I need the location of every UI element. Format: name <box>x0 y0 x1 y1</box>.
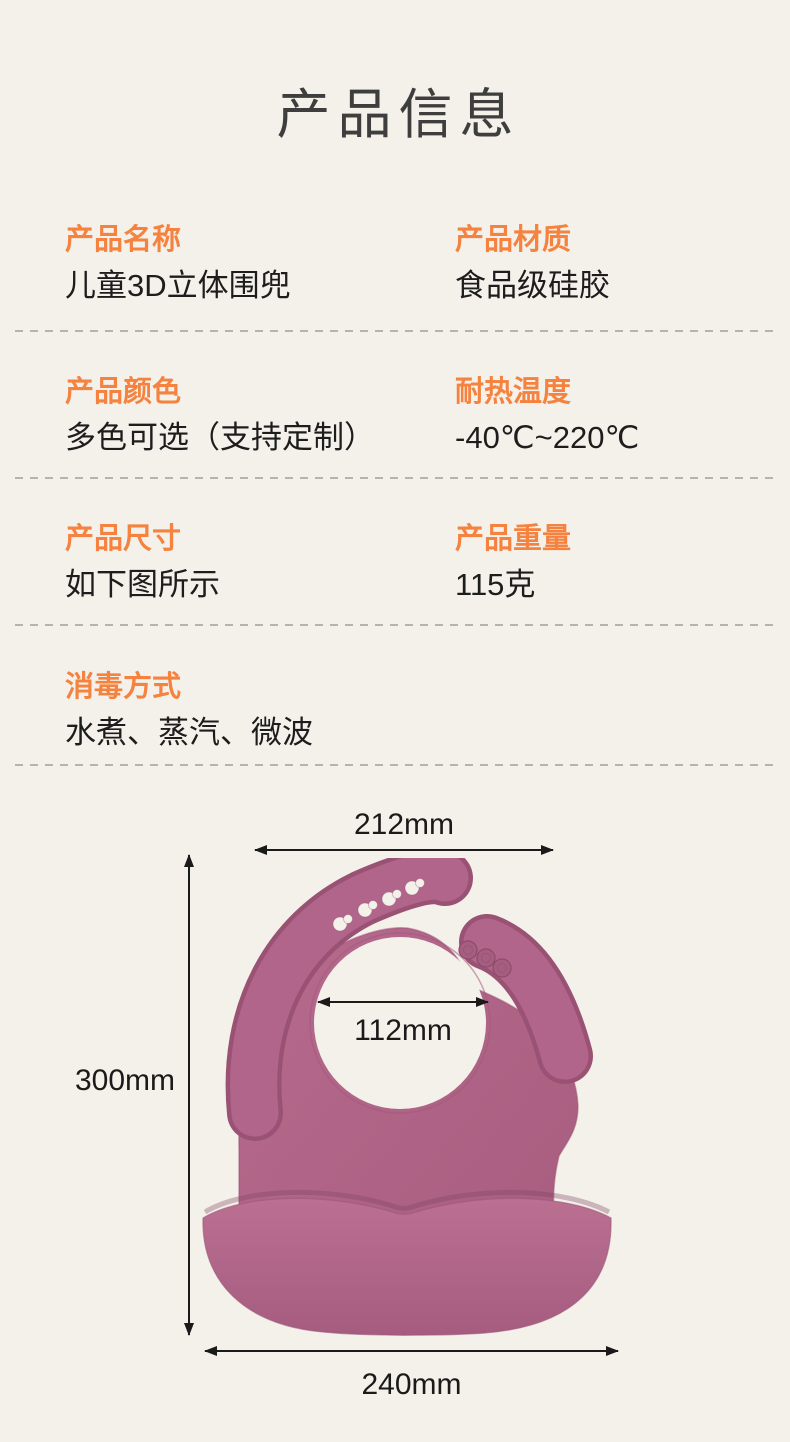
field-value: -40℃~220℃ <box>455 420 640 455</box>
dim-label-neck-width: 112mm <box>354 1014 452 1047</box>
dim-arrow-top-width <box>254 845 554 855</box>
field-value: 水煮、蒸汽、微波 <box>65 715 313 750</box>
dim-arrow-height <box>184 854 194 1336</box>
neck-hole <box>314 937 486 1109</box>
field-product-name: 产品名称 儿童3D立体围兜 <box>65 225 291 303</box>
dim-label-bottom-width: 240mm <box>361 1368 462 1401</box>
field-label: 耐热温度 <box>455 376 572 408</box>
field-label: 产品名称 <box>65 224 182 256</box>
page-title: 产品信息 <box>276 85 521 145</box>
dashed-divider <box>15 624 775 626</box>
dashed-divider <box>15 764 775 766</box>
field-value: 如下图所示 <box>65 567 220 602</box>
dim-arrow-bottom-width <box>204 1346 619 1356</box>
strap-button-holes <box>332 878 425 932</box>
field-sterilization: 消毒方式 水煮、蒸汽、微波 <box>65 672 313 750</box>
field-value: 儿童3D立体围兜 <box>65 268 291 303</box>
bib-pocket <box>202 1197 612 1336</box>
dim-arrow-neck-width <box>317 997 489 1007</box>
field-label: 产品重量 <box>455 523 572 555</box>
field-weight: 产品重量 115克 <box>455 524 571 602</box>
field-label: 产品尺寸 <box>65 523 182 555</box>
field-label: 产品颜色 <box>65 376 182 408</box>
dim-label-top-width: 212mm <box>353 808 455 841</box>
field-label: 消毒方式 <box>65 671 182 703</box>
field-size: 产品尺寸 如下图所示 <box>65 524 220 602</box>
dim-label-height: 300mm <box>74 1064 175 1097</box>
field-value: 食品级硅胶 <box>455 268 610 303</box>
dashed-divider <box>15 477 775 479</box>
dashed-divider <box>15 330 775 332</box>
strap-button-studs <box>458 940 512 978</box>
bib-illustration <box>202 858 612 1336</box>
field-value: 115克 <box>455 567 536 602</box>
field-material: 产品材质 食品级硅胶 <box>455 225 610 303</box>
field-heat-resistance: 耐热温度 -40℃~220℃ <box>455 377 639 455</box>
field-color: 产品颜色 多色可选（支持定制） <box>65 377 375 455</box>
field-label: 产品材质 <box>455 224 572 256</box>
field-value: 多色可选（支持定制） <box>65 420 375 455</box>
